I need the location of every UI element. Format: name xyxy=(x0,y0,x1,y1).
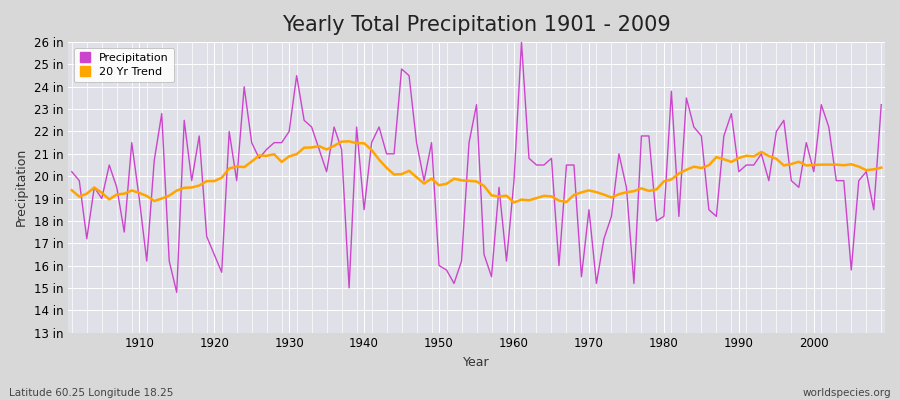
Precipitation xyxy=(876,102,886,107)
Precipitation xyxy=(524,156,535,161)
20 Yr Trend xyxy=(67,188,77,193)
Precipitation xyxy=(126,140,137,145)
20 Yr Trend xyxy=(614,192,625,196)
20 Yr Trend xyxy=(292,152,302,156)
20 Yr Trend xyxy=(524,198,535,203)
Precipitation xyxy=(171,290,182,295)
Text: Latitude 60.25 Longitude 18.25: Latitude 60.25 Longitude 18.25 xyxy=(9,388,174,398)
20 Yr Trend xyxy=(876,165,886,170)
20 Yr Trend xyxy=(337,139,347,144)
Line: Precipitation: Precipitation xyxy=(72,42,881,292)
X-axis label: Year: Year xyxy=(464,356,490,369)
Precipitation xyxy=(508,178,519,183)
Precipitation xyxy=(614,152,625,156)
20 Yr Trend xyxy=(508,200,519,205)
Title: Yearly Total Precipitation 1901 - 2009: Yearly Total Precipitation 1901 - 2009 xyxy=(282,15,670,35)
Legend: Precipitation, 20 Yr Trend: Precipitation, 20 Yr Trend xyxy=(74,48,175,82)
Precipitation xyxy=(299,118,310,123)
Text: worldspecies.org: worldspecies.org xyxy=(803,388,891,398)
Y-axis label: Precipitation: Precipitation xyxy=(15,148,28,226)
20 Yr Trend xyxy=(344,139,355,144)
20 Yr Trend xyxy=(126,188,137,193)
Precipitation xyxy=(67,169,77,174)
Precipitation xyxy=(344,286,355,290)
Line: 20 Yr Trend: 20 Yr Trend xyxy=(72,141,881,202)
Precipitation xyxy=(516,40,526,44)
20 Yr Trend xyxy=(516,197,526,202)
